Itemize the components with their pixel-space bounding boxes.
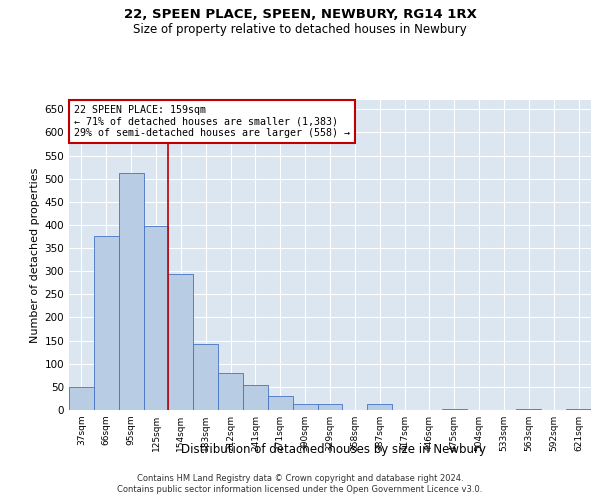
Bar bbox=[293, 404, 317, 410]
Bar bbox=[268, 396, 293, 410]
Bar bbox=[442, 408, 467, 410]
Text: 22 SPEEN PLACE: 159sqm
← 71% of detached houses are smaller (1,383)
29% of semi-: 22 SPEEN PLACE: 159sqm ← 71% of detached… bbox=[74, 104, 350, 138]
Bar bbox=[143, 226, 169, 410]
Text: Contains HM Land Registry data © Crown copyright and database right 2024.
Contai: Contains HM Land Registry data © Crown c… bbox=[118, 474, 482, 494]
Bar bbox=[317, 404, 343, 410]
Bar bbox=[169, 274, 193, 410]
Bar bbox=[517, 408, 541, 410]
Bar bbox=[193, 344, 218, 410]
Bar bbox=[367, 404, 392, 410]
Text: 22, SPEEN PLACE, SPEEN, NEWBURY, RG14 1RX: 22, SPEEN PLACE, SPEEN, NEWBURY, RG14 1R… bbox=[124, 8, 476, 20]
Bar bbox=[119, 172, 143, 410]
Bar bbox=[243, 384, 268, 410]
Bar bbox=[69, 387, 94, 410]
Y-axis label: Number of detached properties: Number of detached properties bbox=[30, 168, 40, 342]
Text: Distribution of detached houses by size in Newbury: Distribution of detached houses by size … bbox=[181, 442, 485, 456]
Bar bbox=[566, 408, 591, 410]
Bar bbox=[218, 373, 243, 410]
Text: Size of property relative to detached houses in Newbury: Size of property relative to detached ho… bbox=[133, 22, 467, 36]
Bar bbox=[94, 236, 119, 410]
